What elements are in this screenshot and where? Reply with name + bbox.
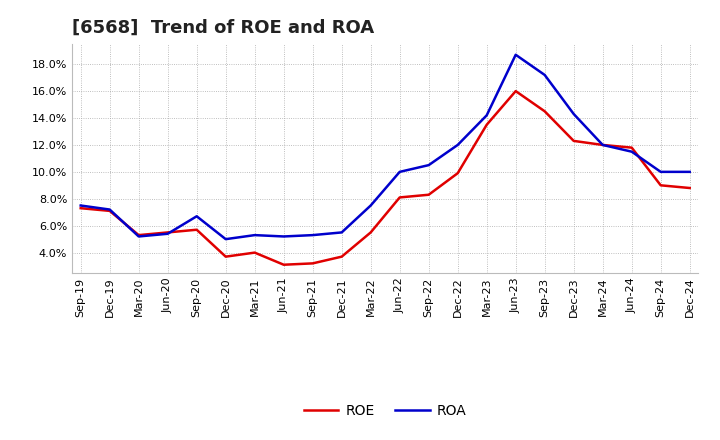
ROE: [570, 138, 578, 143]
ROA: [570, 111, 578, 117]
ROE: [163, 230, 172, 235]
ROA: [338, 230, 346, 235]
ROA: [221, 237, 230, 242]
Text: [6568]  Trend of ROE and ROA: [6568] Trend of ROE and ROA: [72, 19, 374, 37]
ROE: [251, 250, 259, 255]
ROA: [279, 234, 288, 239]
ROE: [424, 192, 433, 198]
ROA: [657, 169, 665, 175]
ROE: [338, 254, 346, 259]
ROA: [251, 232, 259, 238]
ROA: [105, 207, 114, 212]
ROA: [366, 203, 375, 208]
ROE: [685, 185, 694, 191]
ROA: [685, 169, 694, 175]
ROA: [598, 142, 607, 147]
ROE: [395, 195, 404, 200]
ROE: [76, 205, 85, 211]
ROE: [627, 145, 636, 150]
ROA: [395, 169, 404, 175]
ROA: [163, 231, 172, 236]
Line: ROE: ROE: [81, 91, 690, 265]
ROE: [541, 109, 549, 114]
ROE: [511, 88, 520, 94]
ROE: [221, 254, 230, 259]
Line: ROA: ROA: [81, 55, 690, 239]
ROA: [424, 162, 433, 168]
ROA: [511, 52, 520, 57]
ROE: [454, 171, 462, 176]
ROE: [192, 227, 201, 232]
ROA: [135, 234, 143, 239]
ROA: [627, 149, 636, 154]
ROA: [192, 214, 201, 219]
ROA: [482, 113, 491, 118]
ROA: [541, 72, 549, 77]
ROA: [454, 142, 462, 147]
ROA: [76, 203, 85, 208]
ROE: [308, 261, 317, 266]
ROE: [657, 183, 665, 188]
ROE: [482, 122, 491, 128]
ROE: [135, 232, 143, 238]
ROE: [105, 208, 114, 213]
ROE: [279, 262, 288, 268]
ROE: [366, 230, 375, 235]
ROA: [308, 232, 317, 238]
ROE: [598, 142, 607, 147]
Legend: ROE, ROA: ROE, ROA: [298, 399, 472, 424]
